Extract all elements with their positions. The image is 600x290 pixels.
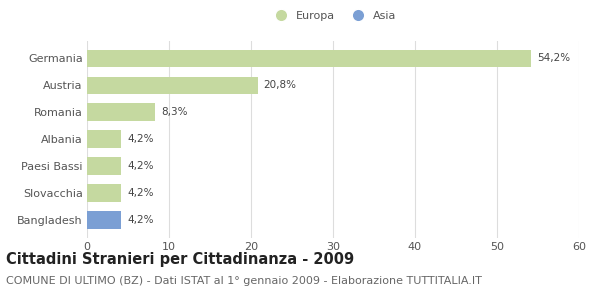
Legend: Europa, Asia: Europa, Asia	[269, 11, 397, 21]
Text: 4,2%: 4,2%	[127, 134, 154, 144]
Bar	[87, 130, 121, 148]
Text: 4,2%: 4,2%	[127, 161, 154, 171]
Text: 20,8%: 20,8%	[263, 80, 296, 90]
Text: Cittadini Stranieri per Cittadinanza - 2009: Cittadini Stranieri per Cittadinanza - 2…	[6, 252, 354, 267]
Bar	[87, 211, 121, 229]
Bar	[87, 104, 155, 121]
Bar	[87, 77, 257, 94]
Bar	[87, 184, 121, 202]
Text: 8,3%: 8,3%	[161, 107, 187, 117]
Bar	[87, 157, 121, 175]
Bar	[87, 50, 532, 67]
Text: 4,2%: 4,2%	[127, 215, 154, 225]
Text: COMUNE DI ULTIMO (BZ) - Dati ISTAT al 1° gennaio 2009 - Elaborazione TUTTITALIA.: COMUNE DI ULTIMO (BZ) - Dati ISTAT al 1°…	[6, 276, 482, 285]
Text: 4,2%: 4,2%	[127, 188, 154, 198]
Text: 54,2%: 54,2%	[537, 53, 571, 63]
